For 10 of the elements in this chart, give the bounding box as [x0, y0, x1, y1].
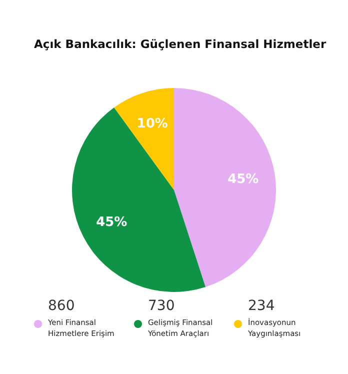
chart-title: Açık Bankacılık: Güçlenen Finansal Hizmetler [34, 37, 326, 51]
data-label: 45% [96, 214, 128, 230]
text: 860 [48, 298, 75, 314]
data-label: 45% [228, 172, 259, 188]
text: 234 [248, 298, 275, 314]
data-label: 10% [136, 116, 168, 132]
pie-slice [72, 107, 206, 292]
text: 730 [148, 298, 175, 314]
pie-slice [174, 88, 276, 288]
pie-slice [114, 88, 174, 190]
